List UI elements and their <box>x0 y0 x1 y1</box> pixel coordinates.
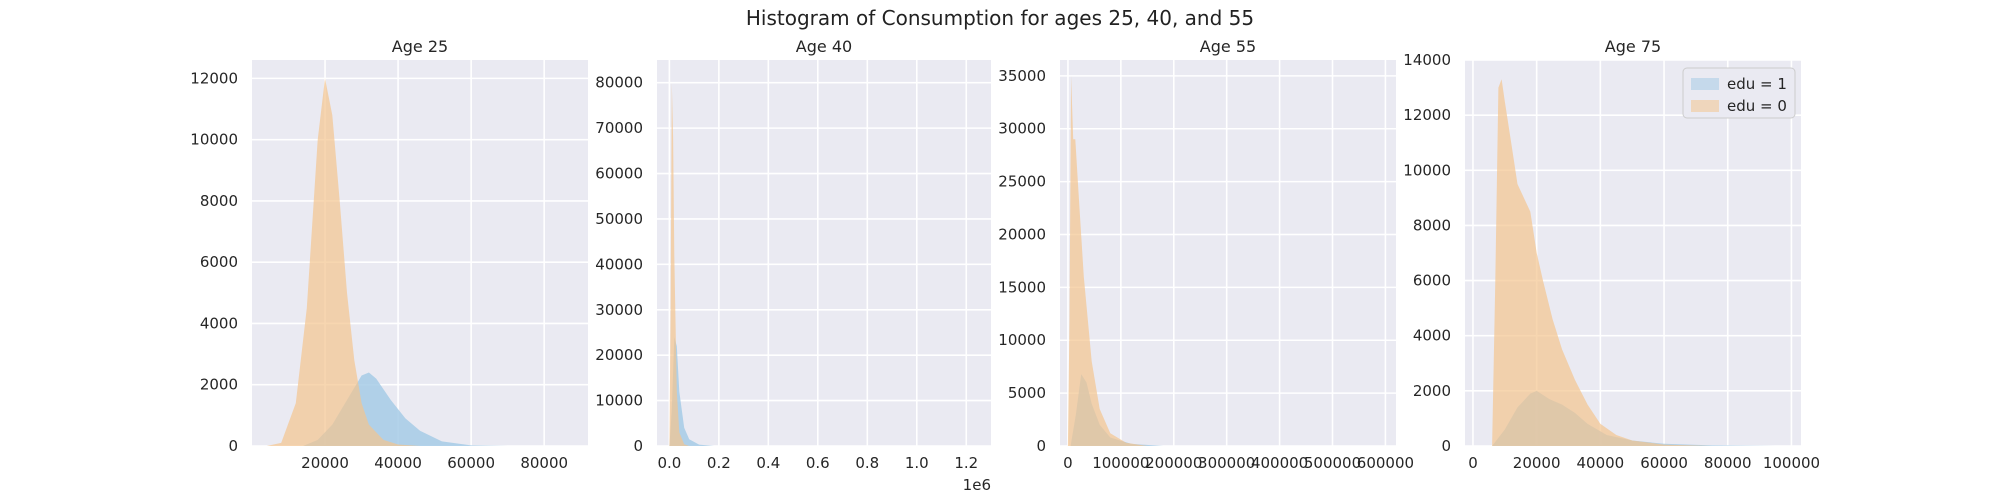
x-tick-label: 1.0 <box>905 454 929 472</box>
x-tick-label: 1.2 <box>954 454 978 472</box>
x-tick-label: 200000 <box>1145 454 1202 472</box>
x-tick-label: 0.4 <box>756 454 780 472</box>
y-tick-label: 40000 <box>595 255 643 273</box>
x-tick-label: 0.6 <box>806 454 830 472</box>
y-tick-label: 30000 <box>595 301 643 319</box>
y-tick-label: 10000 <box>998 331 1046 349</box>
x-tick-label: 0.8 <box>855 454 879 472</box>
y-tick-label: 12000 <box>1403 106 1451 124</box>
x-tick-label: 0.2 <box>707 454 731 472</box>
subplot-title: Age 25 <box>392 37 448 56</box>
y-tick-label: 4000 <box>200 314 238 332</box>
series-edu-0-area <box>266 78 420 447</box>
x-tick-label: 0 <box>1468 454 1478 472</box>
x-tick-label: 300000 <box>1198 454 1255 472</box>
y-tick-label: 4000 <box>1413 327 1451 345</box>
subplot-age-75: 0 20000 40000 60000 80000 100000 0 2000 4000 6000… <box>1403 37 1820 472</box>
x-tick-label: 80000 <box>520 454 568 472</box>
y-tick-label: 80000 <box>595 74 643 92</box>
x-tick-label: 20000 <box>1513 454 1561 472</box>
x-tick-label: 500000 <box>1304 454 1361 472</box>
legend-label: edu = 0 <box>1727 97 1787 115</box>
plot-background <box>1060 60 1396 446</box>
x-tick-label: 100000 <box>1763 454 1820 472</box>
legend-label: edu = 1 <box>1727 75 1787 93</box>
y-tick-label: 20000 <box>998 225 1046 243</box>
legend: edu = 1 edu = 0 <box>1682 67 1796 119</box>
y-tick-label: 8000 <box>200 192 238 210</box>
x-tick-label: 0 <box>1063 454 1073 472</box>
y-tick-label: 12000 <box>190 69 238 87</box>
y-tick-label: 30000 <box>998 120 1046 138</box>
y-tick-label: 60000 <box>595 165 643 183</box>
y-tick-label: 0 <box>1036 437 1046 455</box>
y-tick-label: 6000 <box>1413 272 1451 290</box>
x-tick-label: 40000 <box>374 454 422 472</box>
x-tick-label: 400000 <box>1251 454 1308 472</box>
series-edu-0-area <box>669 82 690 446</box>
y-tick-label: 0 <box>633 437 643 455</box>
y-tick-label: 0 <box>228 437 238 455</box>
series-edu-0-area <box>1067 75 1148 447</box>
legend-swatch <box>1691 100 1719 112</box>
x-tick-label: 40000 <box>1576 454 1624 472</box>
y-tick-label: 2000 <box>1413 382 1451 400</box>
x-tick-label: 80000 <box>1704 454 1752 472</box>
x-tick-label: 600000 <box>1357 454 1414 472</box>
x-offset-text: 1e6 <box>963 476 991 494</box>
x-tick-label: 20000 <box>301 454 349 472</box>
x-tick-label: 60000 <box>447 454 495 472</box>
series-edu-0-area <box>1492 79 1712 447</box>
y-tick-label: 35000 <box>998 67 1046 85</box>
y-tick-label: 20000 <box>595 346 643 364</box>
x-tick-label: 100000 <box>1092 454 1149 472</box>
y-tick-label: 10000 <box>190 131 238 149</box>
subplot-title: Age 55 <box>1200 37 1256 56</box>
y-tick-label: 25000 <box>998 173 1046 191</box>
y-tick-label: 14000 <box>1403 51 1451 69</box>
plot-background <box>657 60 991 446</box>
x-tick-label: 60000 <box>1640 454 1688 472</box>
y-tick-label: 0 <box>1441 437 1451 455</box>
y-tick-label: 50000 <box>595 210 643 228</box>
y-tick-label: 10000 <box>595 392 643 410</box>
y-tick-label: 8000 <box>1413 216 1451 234</box>
series-edu-1-area <box>669 337 714 446</box>
y-tick-label: 10000 <box>1403 161 1451 179</box>
subplot-title: Age 40 <box>796 37 852 56</box>
y-tick-label: 5000 <box>1008 384 1046 402</box>
y-tick-label: 2000 <box>200 376 238 394</box>
y-tick-label: 15000 <box>998 278 1046 296</box>
y-tick-label: 6000 <box>200 253 238 271</box>
subplot-title: Age 75 <box>1605 37 1661 56</box>
subplot-age-40: 0.0 0.2 0.4 0.6 0.8 1.0 1.2 0 10000 20000 30000 400… <box>595 37 991 494</box>
x-tick-label: 0.0 <box>657 454 681 472</box>
y-tick-label: 70000 <box>595 119 643 137</box>
legend-swatch <box>1691 78 1719 90</box>
subplot-age-25: 20000 40000 60000 80000 0 2000 4000 6000 8000 100… <box>190 37 588 472</box>
figure-title: Histogram of Consumption for ages 25, 40… <box>745 6 1255 30</box>
